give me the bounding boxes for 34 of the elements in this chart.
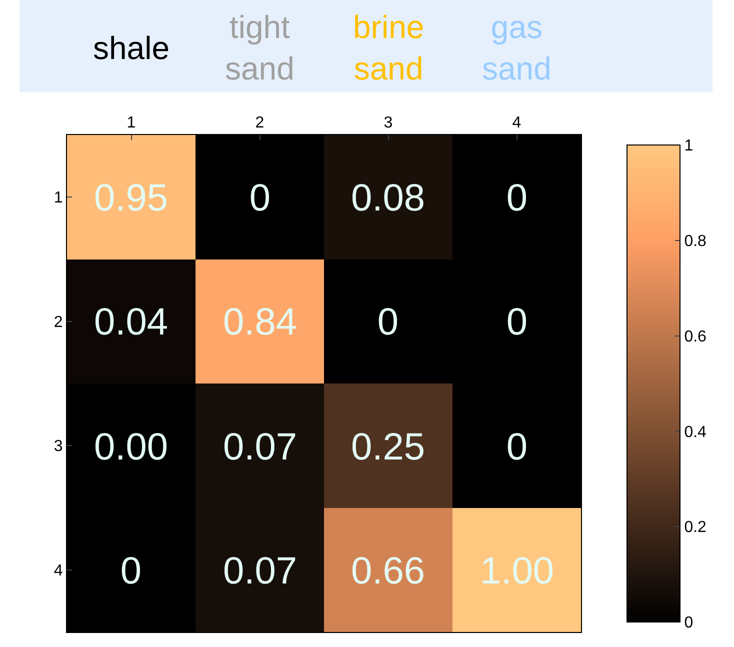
data-label: 0: [506, 426, 528, 468]
data-label: 0: [120, 550, 142, 592]
data-label: 0: [249, 177, 271, 220]
text: brine sand: [353, 9, 424, 87]
x-tick-label: 1: [126, 114, 136, 132]
text: gas sand: [482, 9, 552, 87]
data-label: 0.08: [351, 177, 425, 220]
data-label: 0: [506, 177, 528, 220]
color-bar-label: 0.6: [684, 328, 707, 346]
data-label: 0.07: [223, 426, 297, 468]
data-label: 1.00: [480, 550, 554, 592]
color-bar-label: 1: [684, 138, 694, 155]
color-bar-label: 0.8: [684, 233, 707, 250]
data-label: 0.66: [351, 550, 425, 592]
color-bar-label: 0.4: [684, 424, 707, 441]
color-bar-label: 0.2: [684, 519, 707, 536]
x-tick-label: 4: [512, 114, 522, 132]
data-label: 0.95: [94, 177, 168, 220]
data-label: 0: [506, 301, 528, 344]
text: tight sand: [225, 9, 294, 87]
data-label: 0.04: [94, 301, 168, 344]
color-bar-label: 0: [684, 614, 694, 632]
data-label: 0.84: [223, 301, 297, 344]
x-tick-label: 3: [384, 114, 393, 132]
y-tick-label: 4: [54, 562, 63, 580]
data-label: 0.07: [223, 550, 297, 592]
y-tick-label: 2: [54, 314, 63, 331]
y-tick-label: 3: [54, 438, 63, 456]
data-label: 0.00: [94, 426, 168, 468]
x-tick-label: 2: [255, 114, 264, 132]
y-tick-label: 1: [54, 190, 63, 207]
data-label: 0.25: [351, 426, 425, 468]
data-label: 0: [377, 301, 399, 344]
text: shale: [93, 30, 170, 66]
